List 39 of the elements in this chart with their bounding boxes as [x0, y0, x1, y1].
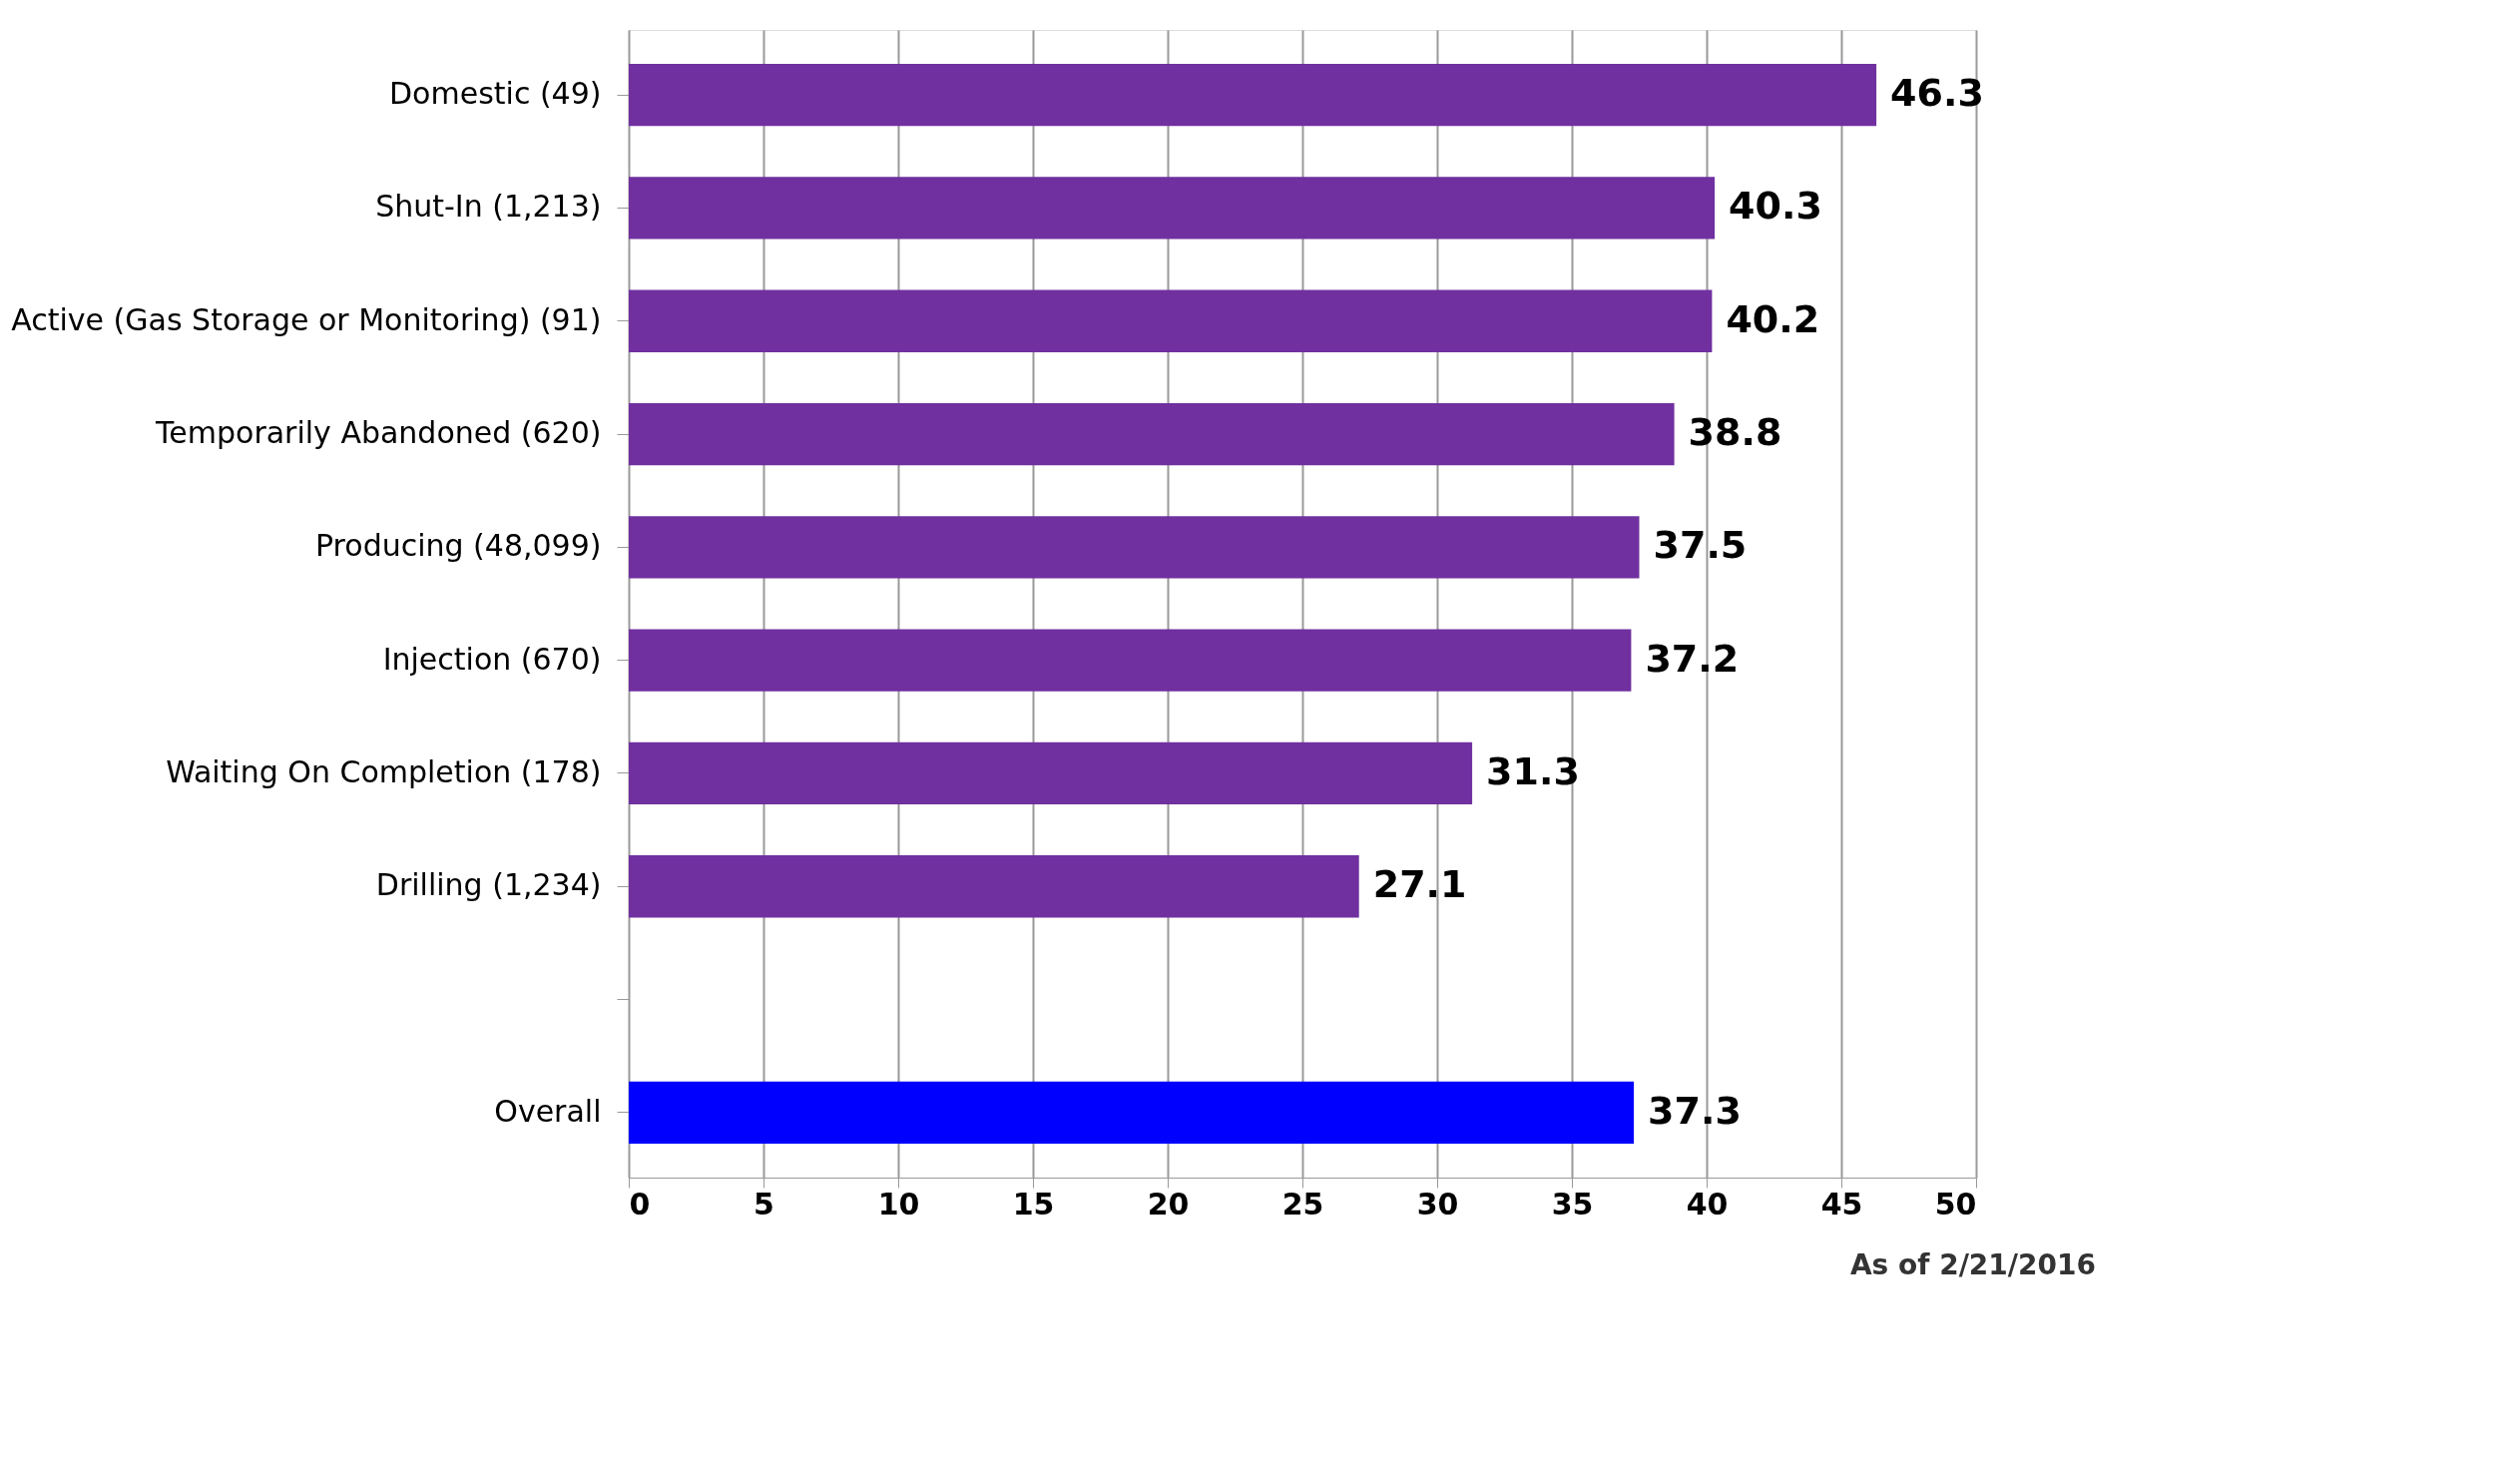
data-label: 27.1	[1372, 862, 1467, 907]
x-tick-label: 40	[1686, 1186, 1729, 1222]
bar	[629, 629, 1632, 692]
bar	[629, 855, 1359, 918]
bar	[629, 177, 1716, 240]
y-tick-label: Active (Gas Storage or Monitoring) (91)	[11, 301, 602, 337]
y-tick-label: Overall	[494, 1093, 602, 1129]
data-label: 31.3	[1486, 748, 1580, 793]
bar	[629, 741, 1473, 805]
data-label: 40.2	[1726, 296, 1820, 341]
y-tick-label: Drilling (1,234)	[375, 867, 602, 903]
y-tick-label: Temporarily Abandoned (620)	[155, 415, 602, 451]
x-tick-label: 25	[1281, 1186, 1324, 1222]
x-tick-label: 35	[1551, 1186, 1594, 1222]
x-tick-label: 0	[629, 1186, 651, 1222]
y-tick-label: Shut-In (1,213)	[375, 189, 602, 225]
data-label: 37.2	[1645, 636, 1740, 681]
bar	[629, 402, 1675, 466]
data-label: 38.8	[1688, 410, 1782, 455]
x-tick-label: 20	[1147, 1186, 1190, 1222]
data-label: 40.3	[1729, 184, 1822, 229]
data-label: 37.3	[1648, 1088, 1742, 1133]
x-tick-label: 5	[754, 1186, 774, 1222]
x-tick-label: 45	[1820, 1186, 1863, 1222]
text: As of 2/21/2016	[1849, 1248, 2096, 1281]
x-tick-label: 30	[1416, 1186, 1459, 1222]
bar	[629, 63, 1877, 127]
x-tick-label: 15	[1012, 1186, 1055, 1222]
x-tick-label: 10	[877, 1186, 920, 1222]
y-tick-label: Producing (48,099)	[315, 528, 602, 564]
data-label: 46.3	[1890, 71, 1984, 116]
y-tick-label: Injection (670)	[382, 641, 602, 677]
data-label: 37.5	[1653, 523, 1748, 568]
bar	[629, 289, 1713, 352]
bar	[629, 1081, 1635, 1145]
x-tick-label: 50	[1934, 1186, 1977, 1222]
y-tick-label: Waiting On Completion (178)	[166, 753, 602, 789]
y-tick-label: Domestic (49)	[389, 76, 602, 112]
bar	[629, 516, 1640, 579]
